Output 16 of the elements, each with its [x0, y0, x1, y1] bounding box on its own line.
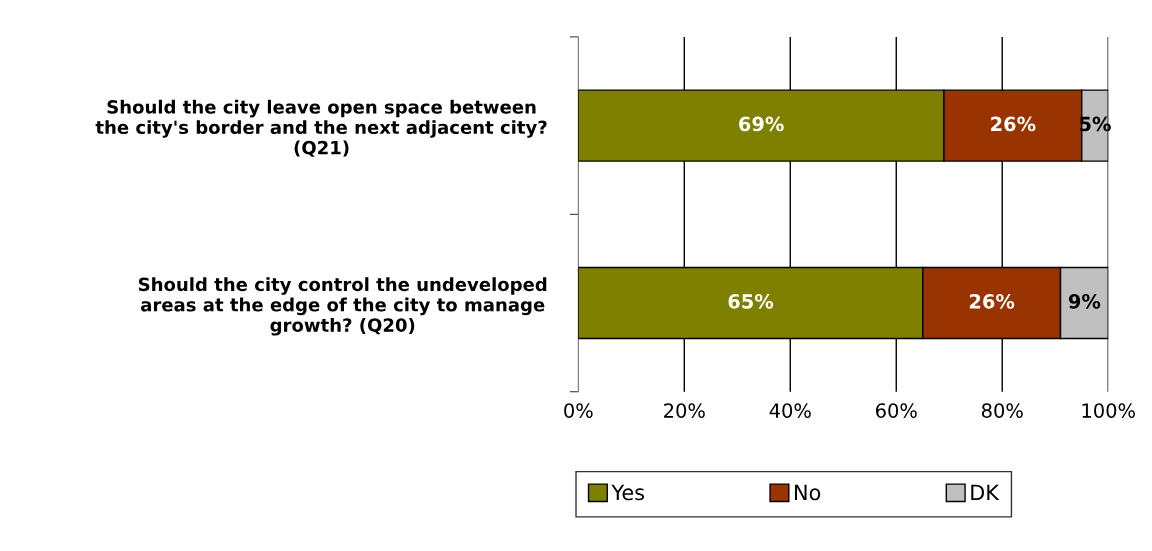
legend-label: Yes [611, 484, 645, 501]
data-label: 69% [739, 116, 784, 132]
legend-label: No [795, 484, 821, 501]
y-tick-label: Should the city leave open space between the city's border and the next adjacent city? (Q21) [95, 99, 547, 157]
data-label: 26% [969, 293, 1015, 309]
x-tick-label: 100% [1082, 403, 1135, 418]
x-tick-label: 0% [564, 403, 593, 418]
y-tick-label: Should the city control the undeveloped areas at the edge of the city to manage growth? (Q20) [138, 277, 547, 336]
data-label: 9% [1068, 293, 1101, 309]
x-tick-label: 40% [769, 403, 811, 418]
legend-label: DK [971, 484, 1000, 500]
data-label: 65% [728, 293, 774, 309]
x-tick-label: 20% [664, 403, 705, 418]
x-tick-label: 80% [981, 403, 1023, 418]
data-label: 26% [991, 116, 1036, 132]
x-tick-label: 60% [876, 403, 917, 418]
